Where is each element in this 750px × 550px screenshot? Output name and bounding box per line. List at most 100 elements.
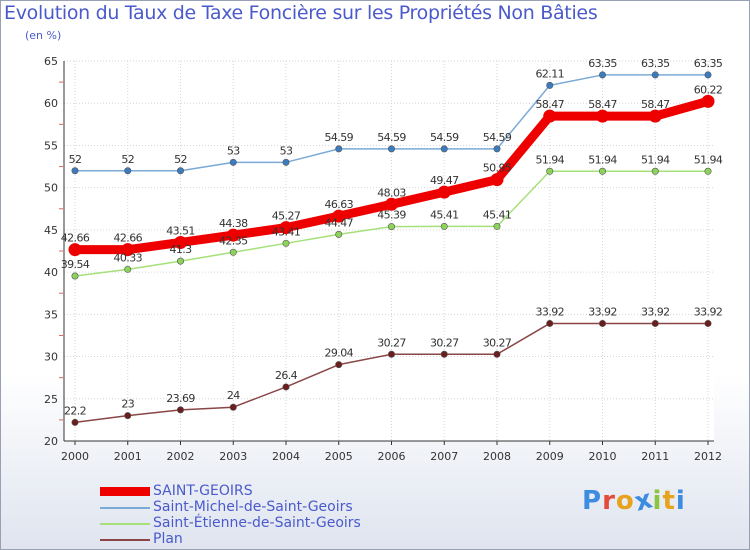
data-point bbox=[177, 167, 185, 175]
data-label: 52 bbox=[174, 153, 187, 166]
data-label: 43.41 bbox=[272, 225, 301, 238]
data-point bbox=[229, 248, 237, 256]
data-point bbox=[68, 243, 82, 257]
data-label: 44.47 bbox=[325, 216, 354, 229]
data-label: 58.47 bbox=[588, 98, 617, 111]
data-label: 54.59 bbox=[483, 131, 512, 144]
y-axis-unit-label: (en %) bbox=[25, 29, 62, 42]
legend-label: Saint-Michel-de-Saint-Geoirs bbox=[153, 499, 353, 515]
data-point bbox=[651, 167, 659, 175]
y-tick-label: 25 bbox=[44, 393, 58, 406]
x-tick-label: 2000 bbox=[61, 450, 89, 463]
data-label: 62.11 bbox=[536, 67, 565, 80]
data-point bbox=[546, 81, 554, 89]
legend-swatch bbox=[100, 539, 150, 541]
data-point bbox=[121, 243, 135, 257]
x-tick-label: 2012 bbox=[694, 450, 722, 463]
x-tick-label: 2006 bbox=[378, 450, 406, 463]
data-label: 51.94 bbox=[641, 153, 670, 166]
data-label: 45.41 bbox=[430, 208, 459, 221]
data-label: 63.35 bbox=[694, 57, 723, 70]
data-label: 23.69 bbox=[166, 392, 195, 405]
x-tick-label: 2004 bbox=[272, 450, 300, 463]
data-point bbox=[440, 145, 448, 153]
y-tick-label: 30 bbox=[44, 351, 58, 364]
data-point bbox=[493, 350, 501, 358]
data-label: 45.39 bbox=[377, 209, 406, 222]
data-point bbox=[335, 230, 343, 238]
data-point bbox=[282, 158, 290, 166]
data-point bbox=[335, 361, 343, 369]
x-tick-label: 2010 bbox=[589, 450, 617, 463]
data-label: 29.04 bbox=[325, 347, 354, 360]
data-label: 43.51 bbox=[166, 224, 195, 237]
data-label: 33.92 bbox=[694, 305, 723, 318]
data-point bbox=[701, 94, 715, 108]
data-point bbox=[651, 71, 659, 79]
data-label: 42.66 bbox=[61, 232, 90, 245]
x-tick-label: 2005 bbox=[325, 450, 353, 463]
legend-label: Plan bbox=[153, 531, 183, 547]
data-label: 42.35 bbox=[219, 234, 248, 247]
data-label: 26.4 bbox=[275, 369, 298, 382]
data-label: 24 bbox=[227, 389, 240, 402]
data-point bbox=[385, 197, 398, 211]
data-label: 50.95 bbox=[483, 162, 512, 175]
data-point bbox=[279, 221, 293, 235]
data-point bbox=[387, 223, 395, 231]
chart-title: Evolution du Taux de Taxe Foncière sur l… bbox=[4, 2, 598, 24]
x-tick-label: 2007 bbox=[430, 450, 458, 463]
data-label: 53 bbox=[280, 144, 293, 157]
data-point bbox=[174, 235, 187, 249]
logo-letter: i bbox=[652, 486, 663, 516]
data-label: 40.33 bbox=[114, 251, 143, 264]
data-label: 60.22 bbox=[694, 83, 723, 96]
data-point bbox=[71, 418, 79, 426]
data-label: 44.38 bbox=[219, 217, 248, 230]
logo-letter: o bbox=[615, 486, 635, 516]
logo-letter: P bbox=[582, 486, 603, 516]
plot-area bbox=[64, 61, 714, 441]
data-point bbox=[598, 167, 606, 175]
data-label: 30.27 bbox=[483, 336, 512, 349]
data-point bbox=[124, 412, 132, 420]
data-label: 53 bbox=[227, 144, 240, 157]
y-tick-label: 50 bbox=[44, 182, 58, 195]
y-tick-label: 20 bbox=[44, 435, 58, 448]
data-point bbox=[648, 109, 662, 123]
data-label: 22.2 bbox=[64, 404, 86, 417]
y-tick-label: 40 bbox=[44, 266, 58, 279]
legend-swatch bbox=[100, 523, 150, 525]
data-point bbox=[704, 167, 712, 175]
data-label: 33.92 bbox=[641, 305, 670, 318]
data-label: 63.35 bbox=[641, 57, 670, 70]
data-point bbox=[71, 167, 79, 175]
data-point bbox=[704, 71, 712, 79]
data-point bbox=[437, 185, 451, 199]
data-label: 52 bbox=[69, 153, 82, 166]
data-point bbox=[124, 167, 132, 175]
data-label: 49.47 bbox=[430, 174, 459, 187]
data-label: 58.47 bbox=[641, 98, 670, 111]
x-tick-label: 2001 bbox=[114, 450, 142, 463]
data-label: 54.59 bbox=[325, 131, 354, 144]
data-label: 45.27 bbox=[272, 210, 301, 223]
data-point bbox=[226, 228, 240, 242]
data-label: 30.27 bbox=[377, 336, 406, 349]
data-point bbox=[440, 350, 448, 358]
data-label: 51.94 bbox=[536, 153, 565, 166]
x-tick-label: 2009 bbox=[536, 450, 564, 463]
data-point bbox=[490, 173, 504, 187]
legend-swatch bbox=[100, 487, 150, 496]
data-label: 46.63 bbox=[325, 198, 354, 211]
data-point bbox=[493, 145, 501, 153]
data-label: 30.27 bbox=[430, 336, 459, 349]
proxiti-logo: Proxiti bbox=[582, 484, 686, 518]
data-point bbox=[598, 71, 606, 79]
data-point bbox=[282, 383, 290, 391]
data-label: 41.3 bbox=[169, 243, 192, 256]
data-label: 45.41 bbox=[483, 208, 512, 221]
data-point bbox=[543, 109, 557, 123]
data-point bbox=[229, 403, 237, 411]
